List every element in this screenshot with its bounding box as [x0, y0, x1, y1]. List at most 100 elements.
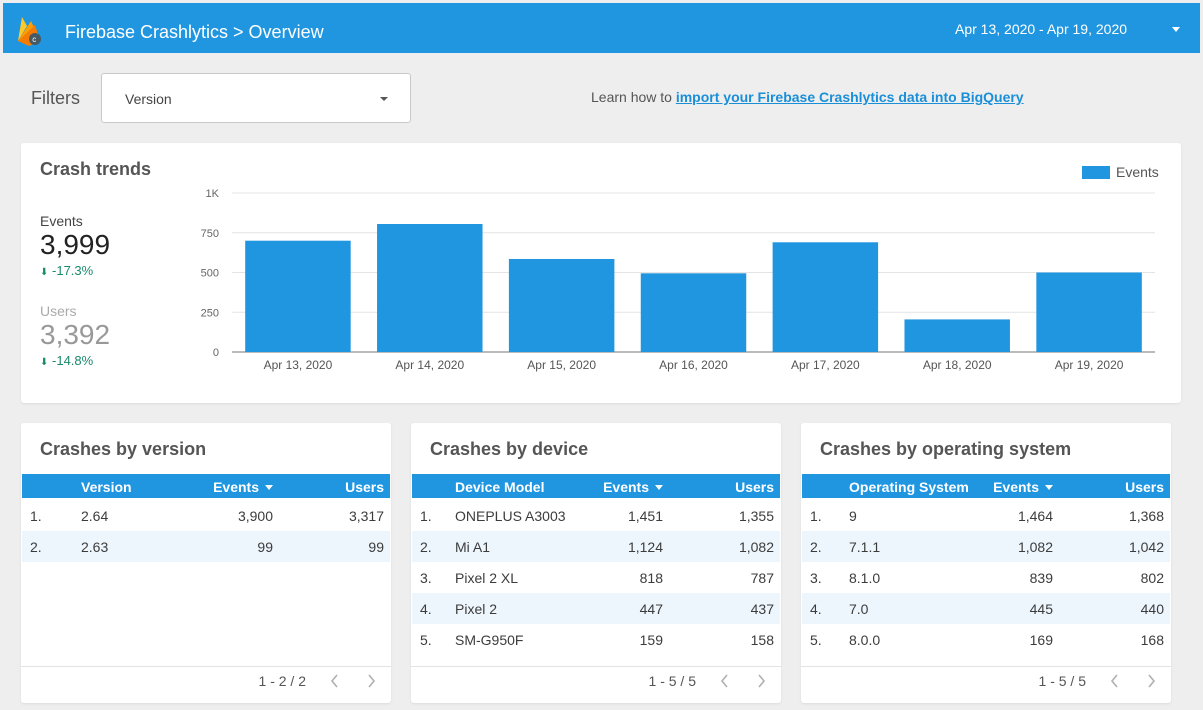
table-row[interactable]: 5. 8.0.0 169 168: [802, 624, 1170, 655]
crash-trends-chart: 0 250 500 750 1K Apr 13, 2020 Apr 14, 2020 Apr …: [201, 188, 1155, 372]
sort-desc-icon: [265, 485, 273, 490]
chart-bar: [377, 224, 483, 352]
next-page-button[interactable]: [1144, 673, 1158, 689]
chevron-down-icon[interactable]: [1172, 27, 1180, 32]
row-events: 159: [639, 632, 663, 648]
next-page-button[interactable]: [754, 673, 768, 689]
chevron-left-icon: [720, 674, 728, 688]
crash-trends-card: Crash trends Events 3,999 ⬇ -17.3% Users…: [21, 143, 1181, 403]
row-device: Pixel 2 XL: [455, 570, 519, 586]
row-device: Pixel 2: [455, 601, 498, 617]
row-index: 5.: [420, 632, 432, 648]
column-header-users[interactable]: Users: [735, 479, 774, 495]
x-tick-label: Apr 17, 2020: [791, 358, 860, 372]
y-tick-label: 0: [213, 347, 219, 359]
pagination-label: 1 - 5 / 5: [1038, 673, 1086, 689]
table-row[interactable]: 4. Pixel 2 447 437: [412, 593, 780, 624]
column-header-events[interactable]: Events: [213, 479, 273, 495]
arrow-down-icon: ⬇: [40, 267, 49, 278]
row-events: 99: [257, 539, 273, 555]
learn-text: Learn how to: [591, 89, 672, 105]
table-footer-divider: [801, 666, 1171, 667]
chart-bar: [640, 273, 747, 352]
users-delta-value: -14.8%: [52, 353, 94, 368]
row-users: 1,355: [738, 508, 774, 524]
chevron-left-icon: [330, 674, 338, 688]
column-header-events-label: Events: [213, 479, 259, 495]
chevron-left-icon: [1110, 674, 1118, 688]
column-header-events[interactable]: Events: [603, 479, 663, 495]
pagination-label: 1 - 5 / 5: [648, 673, 696, 689]
row-users: 440: [1140, 601, 1164, 617]
pagination-label: 1 - 2 / 2: [258, 673, 306, 689]
users-kpi-value: 3,392: [40, 319, 111, 350]
row-index: 1.: [420, 508, 432, 524]
y-tick-label: 500: [201, 268, 219, 280]
row-events: 1,464: [1017, 508, 1053, 524]
row-os: 8.0.0: [849, 632, 881, 648]
table-row[interactable]: 1. 2.64 3,900 3,317: [22, 500, 390, 531]
chevron-right-icon: [758, 674, 766, 688]
row-index: 3.: [420, 570, 432, 586]
prev-page-button[interactable]: [1108, 673, 1122, 689]
y-tick-label: 750: [201, 228, 219, 240]
row-users: 158: [750, 632, 774, 648]
crashes-by-version-card: Crashes by version Version Events Users …: [21, 423, 391, 703]
legend-label: Events: [1116, 164, 1159, 180]
firebase-logo-icon: c: [18, 17, 41, 46]
row-users: 168: [1140, 632, 1164, 648]
next-page-button[interactable]: [364, 673, 378, 689]
x-tick-label: Apr 18, 2020: [923, 358, 992, 372]
crashes-by-version-title: Crashes by version: [40, 439, 207, 459]
chart-legend[interactable]: Events: [1082, 164, 1159, 180]
sort-desc-icon: [1045, 485, 1053, 490]
column-header-os[interactable]: Operating System: [849, 479, 969, 495]
row-events: 818: [639, 570, 663, 586]
table-row[interactable]: 1. ONEPLUS A3003 1,451 1,355: [412, 500, 780, 531]
row-os: 8.1.0: [849, 570, 881, 586]
chevron-down-icon: [380, 97, 388, 101]
row-index: 4.: [810, 601, 822, 617]
row-events: 3,900: [237, 508, 273, 524]
column-header-users[interactable]: Users: [1125, 479, 1164, 495]
crashes-by-device-title: Crashes by device: [430, 439, 589, 459]
column-header-events-label: Events: [993, 479, 1039, 495]
date-range-picker[interactable]: Apr 13, 2020 - Apr 19, 2020: [955, 21, 1128, 37]
row-version: 2.63: [81, 539, 109, 555]
column-header-version[interactable]: Version: [81, 479, 132, 495]
row-events: 445: [1029, 601, 1053, 617]
table-row[interactable]: 3. Pixel 2 XL 818 787: [412, 562, 780, 593]
legend-swatch: [1082, 166, 1110, 179]
table-row[interactable]: 2. 2.63 99 99: [22, 531, 390, 562]
row-events: 839: [1029, 570, 1053, 586]
chevron-right-icon: [1148, 674, 1156, 688]
row-index: 1.: [810, 508, 822, 524]
filters-label: Filters: [31, 88, 80, 108]
column-header-events[interactable]: Events: [993, 479, 1053, 495]
chart-bar: [904, 319, 1010, 352]
x-tick-label: Apr 19, 2020: [1055, 358, 1124, 372]
row-users: 3,317: [348, 508, 384, 524]
users-kpi-label: Users: [40, 303, 77, 319]
column-header-device[interactable]: Device Model: [455, 479, 545, 495]
x-tick-label: Apr 15, 2020: [527, 358, 596, 372]
row-index: 4.: [420, 601, 432, 617]
table-row[interactable]: 1. 9 1,464 1,368: [802, 500, 1170, 531]
version-filter-select[interactable]: Version: [101, 73, 411, 123]
row-events: 1,082: [1017, 539, 1053, 555]
row-version: 2.64: [81, 508, 109, 524]
table-row[interactable]: 5. SM-G950F 159 158: [412, 624, 780, 655]
prev-page-button[interactable]: [328, 673, 342, 689]
table-row[interactable]: 2. Mi A1 1,124 1,082: [412, 531, 780, 562]
table-row[interactable]: 2. 7.1.1 1,082 1,042: [802, 531, 1170, 562]
column-header-users[interactable]: Users: [345, 479, 384, 495]
row-device: ONEPLUS A3003: [455, 508, 566, 524]
row-users: 437: [750, 601, 774, 617]
table-row[interactable]: 4. 7.0 445 440: [802, 593, 1170, 624]
prev-page-button[interactable]: [718, 673, 732, 689]
events-kpi-label: Events: [40, 213, 83, 229]
bigquery-import-link[interactable]: import your Firebase Crashlytics data in…: [675, 89, 1024, 105]
table-row[interactable]: 3. 8.1.0 839 802: [802, 562, 1170, 593]
arrow-down-icon: ⬇: [40, 357, 49, 368]
x-tick-label: Apr 13, 2020: [264, 358, 333, 372]
